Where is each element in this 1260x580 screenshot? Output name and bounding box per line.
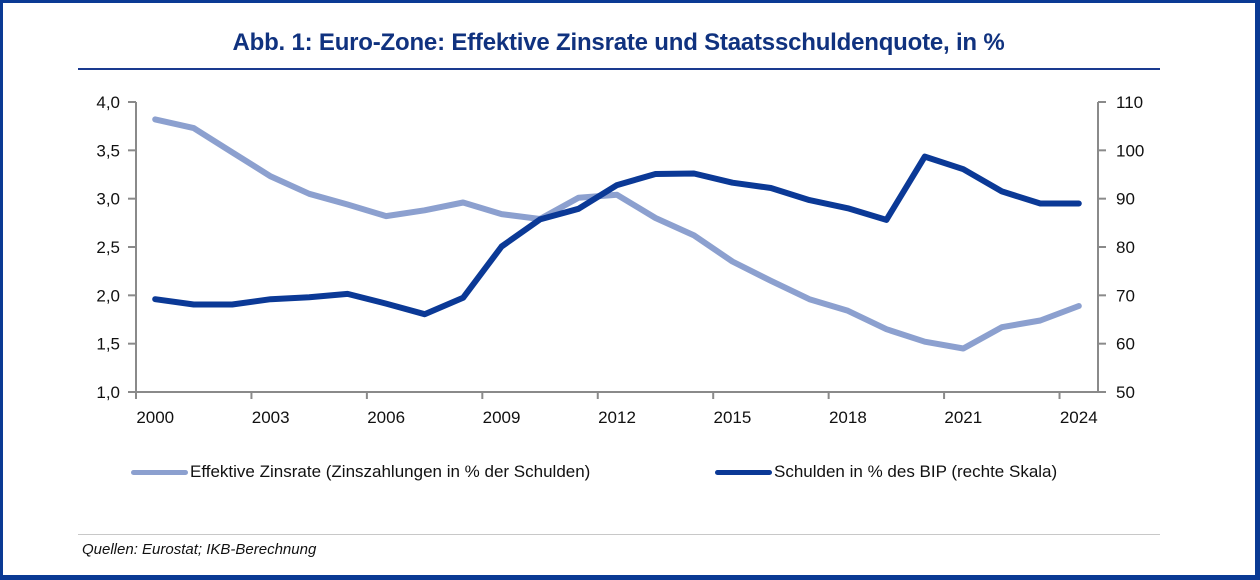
y-right-tick-label: 60	[1116, 335, 1135, 354]
y-right-tick-label: 80	[1116, 238, 1135, 257]
x-tick-label: 2000	[136, 408, 174, 427]
title-divider	[78, 68, 1160, 70]
footer-divider	[78, 534, 1160, 535]
legend-swatch-schulden	[715, 469, 772, 475]
legend-label-zinsrate: Effektive Zinsrate (Zinszahlungen in % d…	[190, 462, 591, 481]
y-left-tick-label: 2,0	[96, 286, 120, 305]
x-tick-label: 2006	[367, 408, 405, 427]
legend-item-schulden: Schulden in % des BIP (rechte Skala)	[715, 462, 1057, 482]
y-right-tick-label: 50	[1116, 383, 1135, 402]
x-tick-label: 2015	[714, 408, 752, 427]
legend: Effektive Zinsrate (Zinszahlungen in % d…	[0, 462, 1260, 486]
line-chart: 1,0 1,5 2,0 2,5 3,0 3,5 4,0 50 60 70 80 90 100 110 200…	[96, 93, 1144, 427]
legend-item-zinsrate: Effektive Zinsrate (Zinszahlungen in % d…	[131, 462, 590, 482]
legend-swatch-zinsrate	[131, 469, 188, 475]
y-left-tick-label: 3,5	[96, 141, 120, 160]
y-left-tick-label: 3,0	[96, 190, 120, 209]
legend-label-schulden: Schulden in % des BIP (rechte Skala)	[774, 462, 1058, 481]
y-left-tick-label: 1,5	[96, 335, 120, 354]
y-right-tick-label: 100	[1116, 141, 1144, 160]
y-left-tick-label: 1,0	[96, 383, 120, 402]
x-tick-label: 2012	[598, 408, 636, 427]
chart-title: Abb. 1: Euro-Zone: Effektive Zinsrate un…	[232, 29, 1005, 56]
y-right-tick-label: 70	[1116, 286, 1135, 305]
y-left-tick-label: 2,5	[96, 238, 120, 257]
series-line-zinsrate	[152, 116, 1082, 352]
x-tick-label: 2009	[483, 408, 521, 427]
series-line-schulden	[152, 153, 1082, 318]
y-right-tick-label: 90	[1116, 190, 1135, 209]
source-note: Quellen: Eurostat; IKB-Berechnung	[82, 541, 317, 558]
x-tick-label: 2024	[1060, 408, 1098, 427]
x-tick-label: 2021	[944, 408, 982, 427]
axes: 1,0 1,5 2,0 2,5 3,0 3,5 4,0 50 60 70 80 90 100 110 200…	[96, 93, 1144, 427]
y-right-tick-label: 110	[1116, 93, 1143, 112]
series-lines	[152, 116, 1082, 352]
x-tick-label: 2018	[829, 408, 867, 427]
x-tick-label: 2003	[252, 408, 290, 427]
y-left-tick-label: 4,0	[96, 93, 120, 112]
